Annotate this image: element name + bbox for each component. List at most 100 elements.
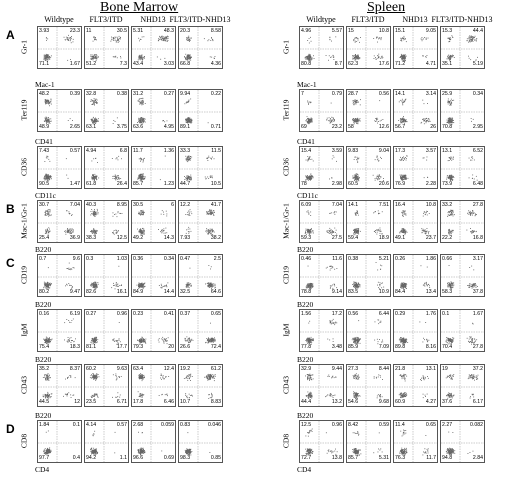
quadrant-upper-left-value: 0.7	[39, 256, 47, 262]
quadrant-lower-left-value: 71.1	[39, 61, 50, 67]
flow-dot-plot: 2.27 0.082 94.8 2.84	[440, 420, 485, 463]
quadrant-lower-right-value: 72.4	[210, 344, 221, 350]
quadrant-lower-left-value: 63.6	[133, 124, 144, 130]
flow-dot-plot: 30.7 7.04 25.4 36.9	[37, 200, 82, 243]
quadrant-lower-left-value: 61.8	[86, 181, 97, 187]
flow-dot-plot: 12.2 41.7 7.93 38.2	[178, 200, 223, 243]
quadrant-lower-right-value: 0.69	[163, 455, 174, 461]
quadrant-upper-left-value: 32.8	[86, 91, 97, 97]
quadrant-lower-right-value: 4.95	[163, 124, 174, 130]
quadrant-lower-right-value: 1.23	[163, 181, 174, 187]
quadrant-upper-right-value: 0.27	[163, 91, 174, 97]
row-top-marker-label: B220	[297, 300, 314, 309]
row-top-marker-label: CD11c	[297, 191, 318, 200]
flow-dot-plot: 63.4 12.4 17.8 6.46	[131, 364, 176, 407]
quadrant-upper-left-value: 31.2	[133, 91, 144, 97]
y-axis-label: CD43	[19, 376, 29, 394]
quadrant-lower-left-value: 25.4	[39, 235, 50, 241]
quadrant-lower-right-value: 16.1	[116, 289, 127, 295]
dot-cloud	[85, 27, 128, 68]
quadrant-upper-left-value: 11.4	[395, 422, 405, 428]
dot-cloud	[85, 90, 128, 131]
dot-cloud	[441, 90, 484, 131]
quadrant-lower-right-value: 1.1	[119, 455, 127, 461]
quadrant-upper-left-value: 0.38	[348, 256, 359, 262]
quadrant-lower-right-value: 4.27	[425, 399, 436, 405]
quadrant-upper-right-value: 6	[171, 202, 174, 208]
quadrant-upper-left-value: 1.56	[301, 311, 312, 317]
quadrant-upper-left-value: 15.3	[442, 28, 453, 34]
dot-cloud	[132, 255, 175, 296]
quadrant-lower-right-value: 13.8	[331, 455, 342, 461]
quadrant-upper-right-value: 0.57	[116, 422, 127, 428]
quadrant-upper-right-value: 6.44	[378, 311, 389, 317]
dot-cloud	[347, 27, 390, 68]
dot-cloud	[347, 201, 390, 242]
flow-dot-plot: 1.56 17.2 77.8 3.48	[299, 309, 344, 352]
quadrant-lower-left-value: 80.8	[301, 61, 312, 67]
dot-cloud	[347, 147, 390, 188]
quadrant-upper-right-value: 7.04	[69, 202, 80, 208]
dot-cloud	[300, 255, 343, 296]
quadrant-upper-right-value: 5.21	[378, 256, 389, 262]
quadrant-upper-right-value: 12.4	[163, 366, 174, 372]
quadrant-lower-right-value: 12.5	[116, 235, 127, 241]
quadrant-upper-left-value: 11	[86, 28, 92, 34]
section-label-d: D	[6, 422, 15, 436]
genotype-header: NHD13	[140, 15, 166, 24]
quadrant-lower-right-value: 4.71	[425, 61, 436, 67]
quadrant-upper-left-value: 0.56	[348, 311, 359, 317]
quadrant-upper-left-value: 25.9	[442, 91, 453, 97]
tissue-title: Bone Marrow	[100, 0, 179, 15]
quadrant-upper-right-value: 6.19	[69, 311, 80, 317]
quadrant-upper-right-value: 0.39	[69, 91, 80, 97]
quadrant-upper-right-value: 37.2	[472, 366, 483, 372]
flow-dot-plot: 0.29 1.76 89.8 8.16	[393, 309, 438, 352]
quadrant-upper-left-value: 21.8	[395, 366, 406, 372]
quadrant-lower-right-value: 6.48	[472, 181, 483, 187]
y-axis-label: CD36	[19, 158, 29, 176]
flow-dot-plot: 11.7 1.36 85.7 1.23	[131, 146, 176, 189]
dot-cloud	[132, 27, 175, 68]
dot-cloud	[132, 90, 175, 131]
quadrant-upper-left-value: 7	[301, 91, 304, 97]
quadrant-lower-right-value: 13.2	[331, 399, 342, 405]
quadrant-upper-left-value: 15.4	[301, 148, 312, 154]
dot-cloud	[441, 201, 484, 242]
quadrant-upper-left-value: 0.83	[180, 422, 191, 428]
quadrant-upper-left-value: 35.2	[39, 366, 50, 372]
quadrant-upper-right-value: 3.14	[425, 91, 436, 97]
y-axis-label: Mac-1/Gr-1	[19, 203, 29, 239]
quadrant-lower-right-value: 7.09	[378, 344, 389, 350]
quadrant-upper-right-value: 27.8	[472, 202, 483, 208]
quadrant-lower-left-value: 49.2	[133, 235, 144, 241]
flow-dot-plot: 7.43 0.57 90.5 1.47	[37, 146, 82, 189]
flow-dot-plot: 1.84 0.1 97.7 0.4	[37, 420, 82, 463]
flow-dot-plot: 14.1 7.51 59.4 18.9	[346, 200, 391, 243]
dot-cloud	[179, 310, 222, 351]
quadrant-lower-left-value: 22.2	[442, 235, 453, 241]
flow-dot-plot: 15.1 9.05 71.2 4.71	[393, 26, 438, 69]
quadrant-upper-right-value: 0.34	[472, 91, 483, 97]
quadrant-lower-right-value: 2.84	[472, 455, 483, 461]
quadrant-upper-right-value: 1.76	[425, 311, 436, 317]
dot-cloud	[38, 255, 81, 296]
quadrant-upper-left-value: 27.3	[348, 366, 359, 372]
row-top-marker-label: B220	[35, 411, 52, 420]
quadrant-lower-left-value: 73.9	[442, 181, 453, 187]
y-axis-label: CD8	[19, 433, 29, 449]
quadrant-lower-left-value: 38.3	[86, 235, 97, 241]
quadrant-upper-right-value: 3.17	[472, 256, 483, 262]
dot-cloud	[441, 365, 484, 406]
flow-dot-plot: 0.1 1.67 70.4 27.8	[440, 309, 485, 352]
flow-dot-plot: 12.5 0.96 72.7 13.8	[299, 420, 344, 463]
quadrant-lower-right-value: 38.2	[210, 235, 221, 241]
flow-dot-plot: 0.7 9.6 80.2 9.47	[37, 254, 82, 297]
quadrant-lower-left-value: 78	[301, 181, 307, 187]
dot-cloud	[38, 90, 81, 131]
flow-dot-plot: 11.4 0.65 76.3 11.7	[393, 420, 438, 463]
quadrant-upper-left-value: 33.3	[180, 148, 191, 154]
quadrant-lower-right-value: 2.28	[425, 181, 436, 187]
quadrant-lower-left-value: 54.6	[348, 399, 359, 405]
quadrant-lower-right-value: 9.47	[69, 289, 80, 295]
